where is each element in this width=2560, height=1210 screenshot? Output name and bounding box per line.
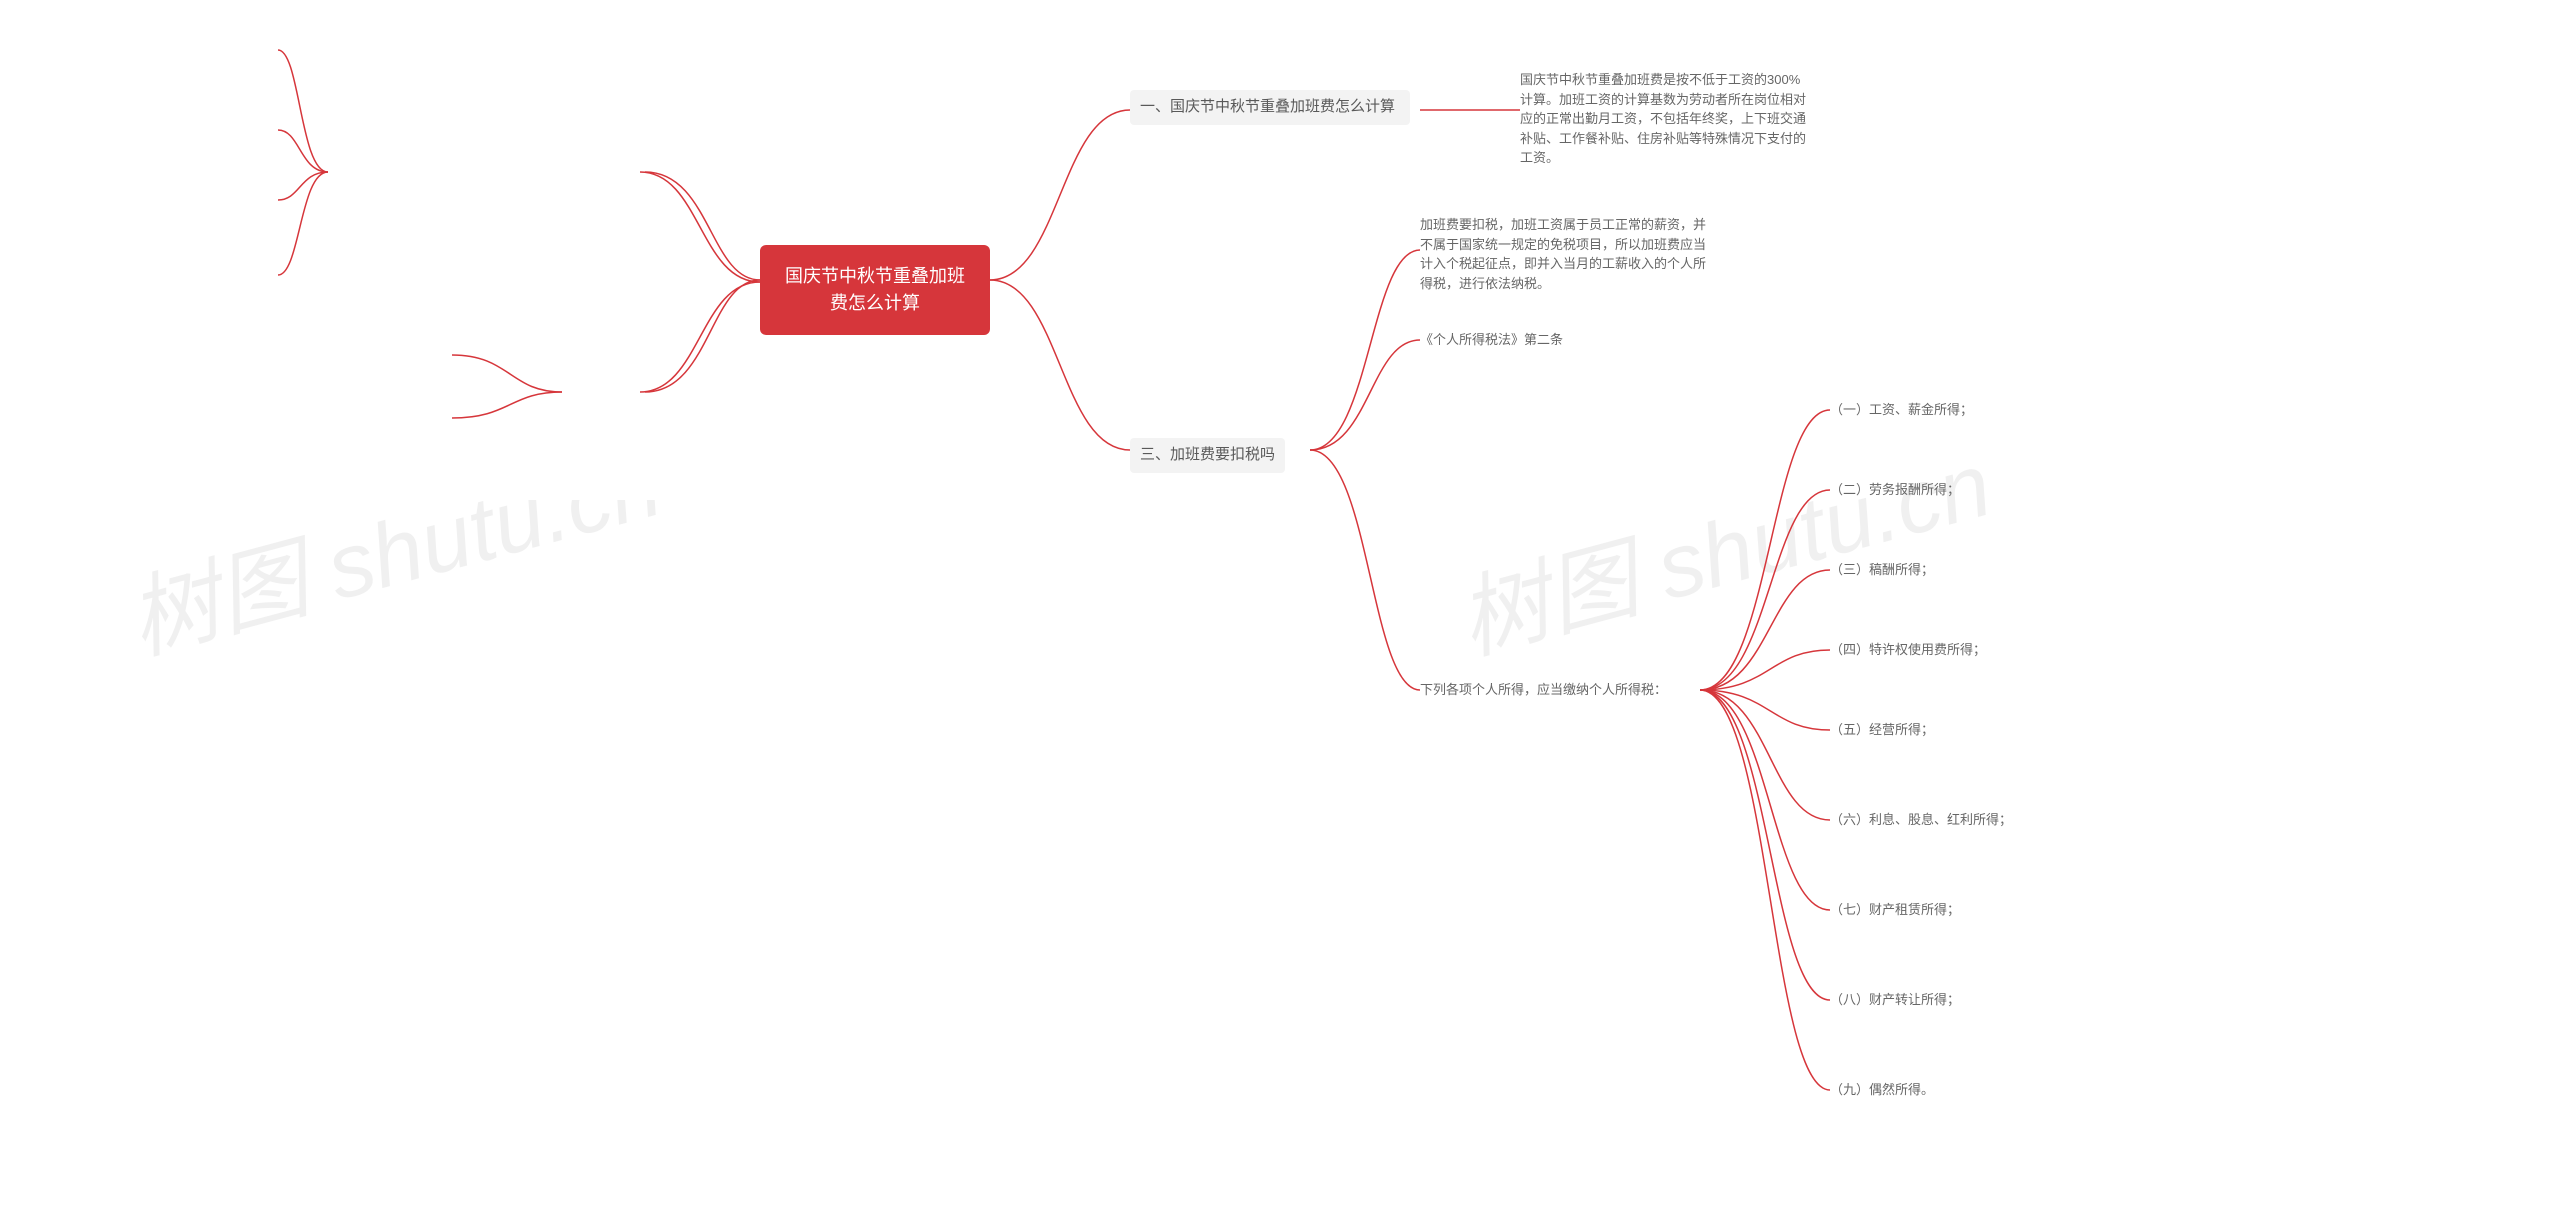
item-text: （二）劳务报酬所得； xyxy=(1830,482,1960,497)
branch3-item3: （三）稿酬所得； xyxy=(1830,560,1934,580)
branch3-item9: （九）偶然所得。 xyxy=(1830,1080,1934,1100)
item-text: （一）未按照劳动合同的约定或者国家规定及时足额支付劳动者劳动报酬的; xyxy=(45,37,266,72)
branch2-detail-text: 根据《劳动合同法》第八十五条：用人单位有下列情形之一的，由劳动行政部门责令限期支… xyxy=(330,107,590,239)
branch3-detail2: 《个人所得税法》第二条 xyxy=(1420,330,1563,350)
branch1-detail-text: 国庆节中秋节重叠加班费是按不低于工资的300%计算。加班工资的计算基数为劳动者所… xyxy=(1520,72,1806,165)
branch3-detail2-text: 《个人所得税法》第二条 xyxy=(1420,332,1563,347)
branch3-item2: （二）劳务报酬所得； xyxy=(1830,480,1960,500)
branch3-item4: （四）特许权使用费所得； xyxy=(1830,640,1986,660)
branch1-title-text: 一、国庆节中秋节重叠加班费怎么计算 xyxy=(1140,98,1395,115)
item-text: （九）偶然所得。 xyxy=(1830,1082,1934,1097)
item-text: [2]《中华人民共和国劳动合同法》 第八十五条 xyxy=(180,402,432,437)
item-text: （四）特许权使用费所得； xyxy=(1830,642,1986,657)
branch3-item1: （一）工资、薪金所得； xyxy=(1830,400,1973,420)
item-text: （三）安排加班不支付加班费的; xyxy=(45,192,231,207)
branch1-title: 一、国庆节中秋节重叠加班费怎么计算 xyxy=(1130,90,1410,125)
ref-item1: [1]《中华人民共和国个人所得税法》 第二条 xyxy=(180,345,440,365)
watermark: 树图 shutu.cn xyxy=(1442,412,2002,679)
center-node: 国庆节中秋节重叠加班费怎么计算 xyxy=(760,245,990,335)
branch2-item3: （三）安排加班不支付加班费的; xyxy=(45,190,231,210)
branch3-item7: （七）财产租赁所得； xyxy=(1830,900,1960,920)
item-text: （五）经营所得； xyxy=(1830,722,1934,737)
item-text: （六）利息、股息、红利所得； xyxy=(1830,812,2012,827)
branch3-item8: （八）财产转让所得； xyxy=(1830,990,1960,1010)
branch3-title-text: 三、加班费要扣税吗 xyxy=(1140,446,1275,463)
watermark: 树图 shutu.cn xyxy=(112,412,672,679)
branch3-detail3: 下列各项个人所得，应当缴纳个人所得税： xyxy=(1420,680,1667,700)
branch2-item2: （二）低于当地最低工资标准支付劳动者工资的; xyxy=(45,115,275,154)
branch3-detail1-text: 加班费要扣税，加班工资属于员工正常的薪资，并不属于国家统一规定的免税项目，所以加… xyxy=(1420,217,1706,291)
branch2-item4: （四）解除或者终止劳动合同，未依照本法规定向劳动者支付经济补偿的。 xyxy=(45,258,275,297)
branch1-detail: 国庆节中秋节重叠加班费是按不低于工资的300%计算。加班工资的计算基数为劳动者所… xyxy=(1520,70,1810,168)
item-text: （七）财产租赁所得； xyxy=(1830,902,1960,917)
item-text: [1]《中华人民共和国个人所得税法》 第二条 xyxy=(180,347,432,362)
center-text: 国庆节中秋节重叠加班费怎么计算 xyxy=(785,266,965,313)
branch3-detail3-text: 下列各项个人所得，应当缴纳个人所得税： xyxy=(1420,682,1667,697)
branch2-item1: （一）未按照劳动合同的约定或者国家规定及时足额支付劳动者劳动报酬的; xyxy=(45,35,275,74)
ref-title: 引用法条 xyxy=(560,378,640,413)
branch2-detail: 根据《劳动合同法》第八十五条：用人单位有下列情形之一的，由劳动行政部门责令限期支… xyxy=(330,105,590,242)
item-text: （八）财产转让所得； xyxy=(1830,992,1960,1007)
ref-item2: [2]《中华人民共和国劳动合同法》 第八十五条 xyxy=(180,400,440,439)
branch3-detail1: 加班费要扣税，加班工资属于员工正常的薪资，并不属于国家统一规定的免税项目，所以加… xyxy=(1420,215,1710,293)
item-text: （二）低于当地最低工资标准支付劳动者工资的; xyxy=(45,117,266,152)
item-text: （三）稿酬所得； xyxy=(1830,562,1934,577)
item-text: （四）解除或者终止劳动合同，未依照本法规定向劳动者支付经济补偿的。 xyxy=(45,260,266,295)
ref-title-text: 引用法条 xyxy=(570,386,630,403)
branch3-item5: （五）经营所得； xyxy=(1830,720,1934,740)
branch3-title: 三、加班费要扣税吗 xyxy=(1130,438,1285,473)
item-text: （一）工资、薪金所得； xyxy=(1830,402,1973,417)
branch3-item6: （六）利息、股息、红利所得； xyxy=(1830,810,2012,830)
